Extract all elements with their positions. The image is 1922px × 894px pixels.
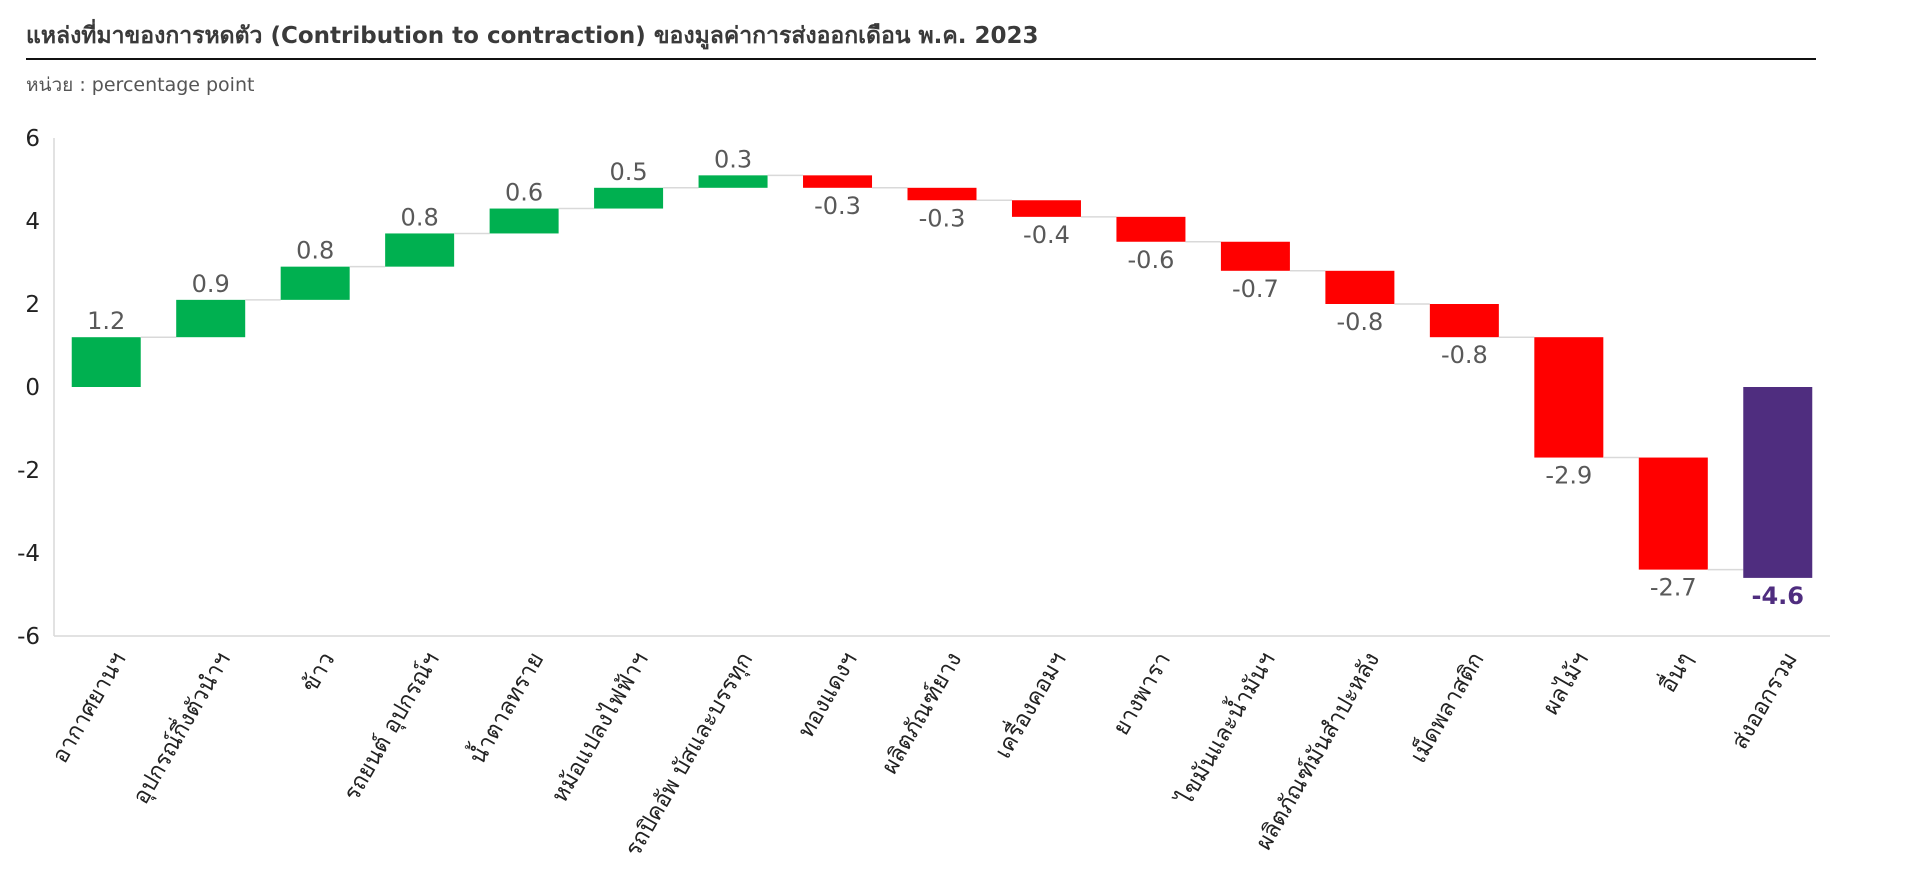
data-label: -0.6	[1128, 246, 1175, 274]
category-label: ผลิตภัณฑ์ยาง	[876, 648, 967, 779]
data-label: -0.3	[919, 204, 966, 232]
data-label: 0.9	[192, 270, 230, 298]
title-divider	[26, 58, 1816, 60]
category-label: ยางพารา	[1108, 648, 1176, 740]
data-label: 0.5	[610, 158, 648, 186]
data-label: -0.8	[1441, 341, 1488, 369]
chart-title: แหล่งที่มาของการหดตัว (Contribution to c…	[26, 23, 1039, 49]
waterfall-bar	[280, 266, 350, 300]
category-label: รถยนต์ อุปกรณ์ฯ	[338, 648, 445, 806]
waterfall-bar	[803, 175, 873, 188]
y-tick-label: -2	[17, 458, 40, 484]
data-label: 0.3	[714, 145, 752, 173]
category-label: ข้าว	[297, 648, 340, 697]
data-label: 0.8	[296, 237, 334, 265]
waterfall-bar	[1011, 200, 1081, 217]
category-label: น้ำตาลทราย	[461, 646, 549, 769]
category-label: เครื่องคอมฯ	[987, 646, 1072, 763]
category-label: ไขมันและน้ำมันฯ	[1168, 646, 1281, 812]
data-label: -0.8	[1336, 308, 1383, 336]
data-label: 0.6	[505, 179, 543, 207]
data-label: -2.7	[1650, 574, 1697, 602]
waterfall-bar	[1220, 241, 1290, 271]
waterfall-bar	[1534, 337, 1604, 458]
waterfall-bar	[1429, 304, 1499, 338]
data-label: -2.9	[1545, 462, 1592, 490]
data-label: -0.4	[1023, 221, 1070, 249]
y-tick-label: 2	[25, 292, 40, 318]
category-label: อุปกรณ์กึ่งตัวนำฯ	[125, 646, 236, 809]
category-label: อื่นๆ	[1652, 646, 1699, 697]
y-tick-label: 6	[25, 126, 40, 152]
category-label: หม้อแปลงไฟฟ้าฯ	[546, 648, 654, 808]
category-label: ทองแดงฯ	[793, 648, 863, 743]
y-tick-label: 4	[25, 209, 40, 235]
waterfall-bar	[594, 187, 664, 209]
data-label: 1.2	[87, 307, 125, 335]
waterfall-bar	[907, 187, 977, 201]
data-label: -0.7	[1232, 275, 1279, 303]
waterfall-bar	[1116, 216, 1186, 242]
waterfall-bar	[1325, 270, 1395, 304]
category-label: เม็ดพลาสติก	[1403, 647, 1490, 768]
waterfall-bar	[385, 233, 455, 267]
y-tick-label: -4	[17, 541, 40, 567]
waterfall-bar	[71, 337, 141, 387]
waterfall-bar	[1743, 387, 1813, 578]
y-tick-label: -6	[17, 624, 40, 650]
category-label: ส่งออกรวม	[1727, 648, 1803, 754]
unit-label: หน่วย : percentage point	[26, 74, 255, 96]
waterfall-bar	[176, 299, 246, 338]
data-label: 0.8	[401, 203, 439, 231]
waterfall-bar	[1638, 457, 1708, 570]
category-label: อากาศยานฯ	[47, 648, 131, 768]
y-tick-label: 0	[25, 375, 40, 401]
waterfall-bar	[489, 208, 559, 234]
category-label: ผลไม้ฯ	[1537, 648, 1594, 720]
data-label: -4.6	[1752, 582, 1804, 610]
waterfall-bar	[698, 175, 768, 188]
data-label: -0.3	[814, 192, 861, 220]
